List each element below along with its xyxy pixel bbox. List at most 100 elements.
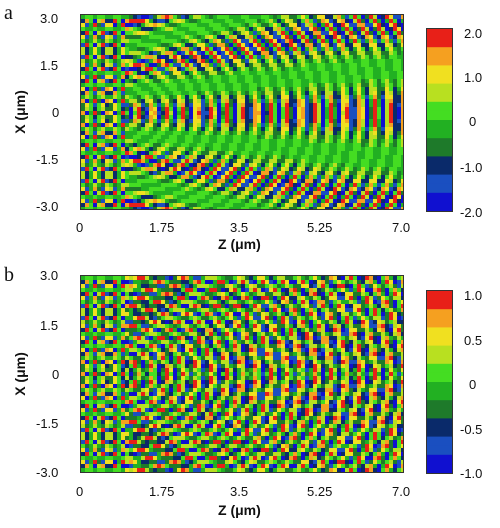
heatmap-cell [217, 183, 222, 188]
heatmap-cell [141, 159, 146, 164]
heatmap-cell [213, 139, 218, 144]
heatmap-cell [137, 103, 142, 108]
heatmap-cell [113, 127, 118, 132]
heatmap-cell [137, 135, 142, 140]
heatmap-cell [329, 55, 334, 60]
heatmap-cell [349, 163, 354, 168]
heatmap-cell [213, 15, 218, 20]
heatmap-cell [381, 107, 386, 112]
heatmap-cell [145, 143, 150, 148]
heatmap-cell [285, 155, 290, 160]
heatmap-cell [133, 127, 138, 132]
heatmap-cell [269, 312, 274, 317]
heatmap-cell [145, 75, 150, 80]
heatmap-cell [213, 300, 218, 305]
heatmap-cell [261, 115, 266, 120]
heatmap-cell [173, 304, 178, 309]
heatmap-cell [349, 308, 354, 313]
heatmap-cell [217, 43, 222, 48]
heatmap-cell [361, 203, 366, 208]
heatmap-cell [357, 147, 362, 152]
heatmap-cell [337, 19, 342, 24]
heatmap-cell [217, 107, 222, 112]
heatmap-cell [305, 316, 310, 321]
heatmap-cell [325, 191, 330, 196]
heatmap-cell [281, 131, 286, 136]
heatmap-cell [117, 55, 122, 60]
heatmap-cell [165, 51, 170, 56]
heatmap-cell [153, 320, 158, 325]
heatmap-cell [297, 276, 302, 281]
heatmap-cell [209, 179, 214, 184]
heatmap-cell [97, 320, 102, 325]
heatmap-cell [117, 171, 122, 176]
heatmap-cell [293, 207, 298, 209]
heatmap-cell [357, 159, 362, 164]
heatmap-cell [245, 75, 250, 80]
heatmap-cell [381, 195, 386, 200]
heatmap-cell [253, 135, 258, 140]
heatmap-cell [273, 107, 278, 112]
heatmap-cell [269, 163, 274, 168]
heatmap-cell [89, 135, 94, 140]
heatmap-cell [117, 59, 122, 64]
heatmap-cell [397, 31, 402, 36]
heatmap-cell [373, 167, 378, 172]
heatmap-cell [177, 159, 182, 164]
heatmap-cell [201, 39, 206, 44]
panel-b-heatmap [80, 275, 404, 473]
heatmap-cell [89, 127, 94, 132]
heatmap-cell [309, 159, 314, 164]
heatmap-cell [81, 324, 86, 329]
heatmap-cell [173, 131, 178, 136]
heatmap-cell [337, 103, 342, 108]
heatmap-cell [189, 175, 194, 180]
heatmap-cell [285, 31, 290, 36]
heatmap-cell [261, 75, 266, 80]
heatmap-cell [193, 143, 198, 148]
heatmap-cell [177, 99, 182, 104]
heatmap-cell [129, 63, 134, 68]
heatmap-cell [281, 15, 286, 20]
heatmap-cell [229, 151, 234, 156]
heatmap-cell [157, 115, 162, 120]
heatmap-cell [273, 199, 278, 204]
heatmap-cell [281, 43, 286, 48]
heatmap-cell [349, 151, 354, 156]
heatmap-cell [109, 79, 114, 84]
heatmap-cell [365, 312, 370, 317]
heatmap-cell [177, 119, 182, 124]
heatmap-cell [317, 79, 322, 84]
heatmap-cell [225, 87, 230, 92]
heatmap-cell [357, 83, 362, 88]
heatmap-cell [217, 119, 222, 124]
heatmap-cell [137, 51, 142, 56]
heatmap-cell [353, 280, 358, 285]
heatmap-cell [169, 139, 174, 144]
heatmap-cell [249, 127, 254, 132]
heatmap-cell [293, 107, 298, 112]
heatmap-cell [213, 27, 218, 32]
heatmap-cell [153, 195, 158, 200]
heatmap-cell [117, 87, 122, 92]
heatmap-cell [289, 67, 294, 72]
heatmap-cell [277, 23, 282, 28]
heatmap-cell [321, 79, 326, 84]
heatmap-cell [293, 139, 298, 144]
heatmap-cell [253, 316, 258, 321]
heatmap-cell [225, 55, 230, 60]
heatmap-cell [297, 304, 302, 309]
heatmap-cell [109, 312, 114, 317]
heatmap-cell [269, 308, 274, 313]
heatmap-cell [333, 280, 338, 285]
heatmap-cell [113, 135, 118, 140]
heatmap-cell [317, 171, 322, 176]
heatmap-cell [213, 171, 218, 176]
heatmap-cell [269, 131, 274, 136]
heatmap-cell [93, 175, 98, 180]
heatmap-cell [389, 284, 394, 289]
heatmap-cell [125, 284, 130, 289]
heatmap-cell [205, 123, 210, 128]
heatmap-cell [93, 75, 98, 80]
heatmap-cell [257, 191, 262, 196]
